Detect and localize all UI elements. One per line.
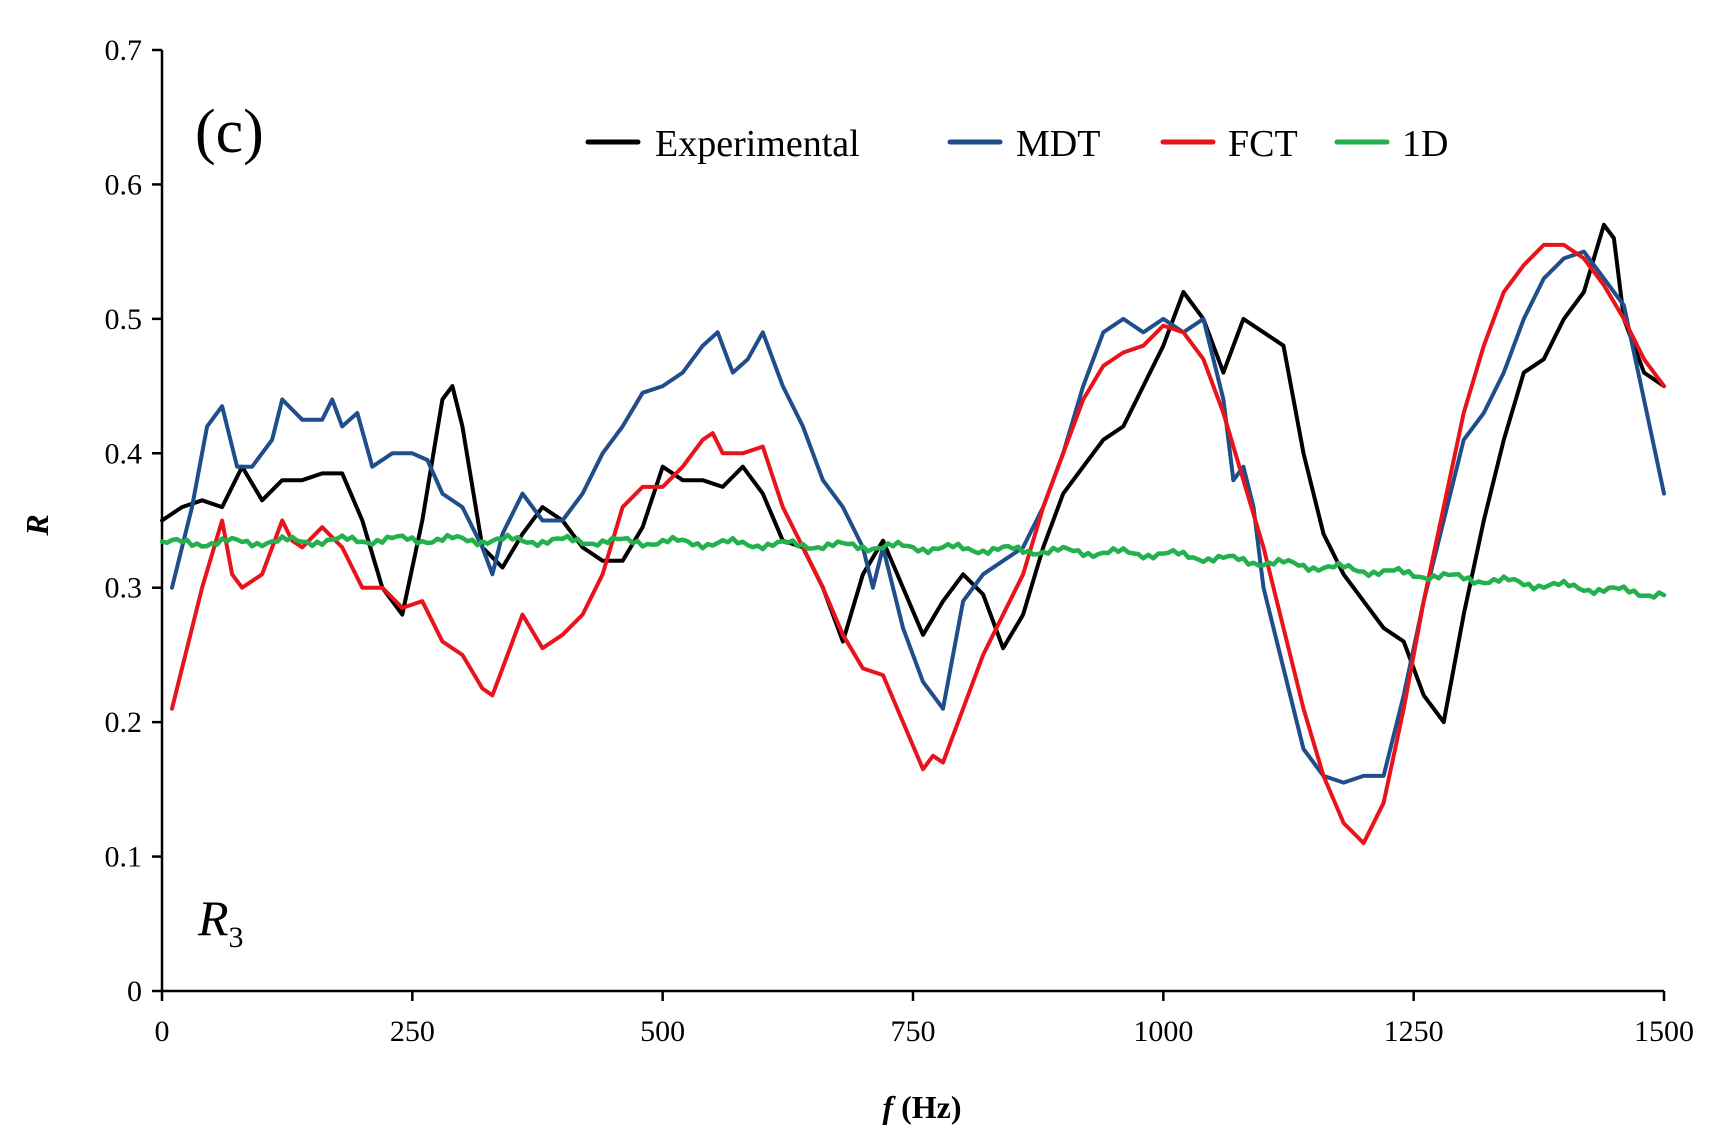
panel-label: (c): [195, 98, 264, 166]
y-tick-label: 0.4: [105, 437, 143, 470]
y-tick-label: 0.3: [105, 572, 143, 605]
y-tick-label: 0.6: [105, 168, 143, 201]
series-line-experimental: [160, 222, 1666, 725]
legend-label-1d: 1D: [1402, 123, 1448, 165]
axes: [160, 50, 1664, 993]
legend-label-experimental: Experimental: [655, 123, 860, 165]
y-axis-label: R: [19, 514, 55, 536]
series-line-mdt: [170, 249, 1666, 785]
x-tick-label: 1250: [1384, 1015, 1444, 1048]
y-tick-label: 0: [127, 975, 142, 1008]
series-lines: [159, 222, 1667, 846]
x-tick-label: 1000: [1133, 1015, 1193, 1048]
y-tick-label: 0.7: [105, 34, 143, 67]
x-tick-label: 750: [891, 1015, 936, 1048]
legend-label-mdt: MDT: [1016, 123, 1100, 165]
legend-label-fct: FCT: [1228, 123, 1298, 165]
x-tick-label: 250: [390, 1015, 435, 1048]
y-tick-label: 0.5: [105, 303, 143, 336]
x-tick-label: 0: [155, 1015, 170, 1048]
series-line-fct: [170, 242, 1666, 846]
series-annotation: R3: [197, 890, 244, 954]
x-axis-label: f (Hz): [882, 1089, 961, 1125]
series-line-1d: [159, 532, 1667, 600]
ticks: 0 250 500 750 1000 1250 1500 0 0.1 0.2 0.3 0.4 0.5 0.…: [105, 34, 1695, 1048]
x-tick-label: 1500: [1634, 1015, 1694, 1048]
x-tick-label: 500: [640, 1015, 685, 1048]
legend: Experimental MDT FCT 1D: [585, 123, 1448, 165]
y-tick-label: 0.2: [105, 706, 143, 739]
y-tick-label: 0.1: [105, 841, 143, 874]
